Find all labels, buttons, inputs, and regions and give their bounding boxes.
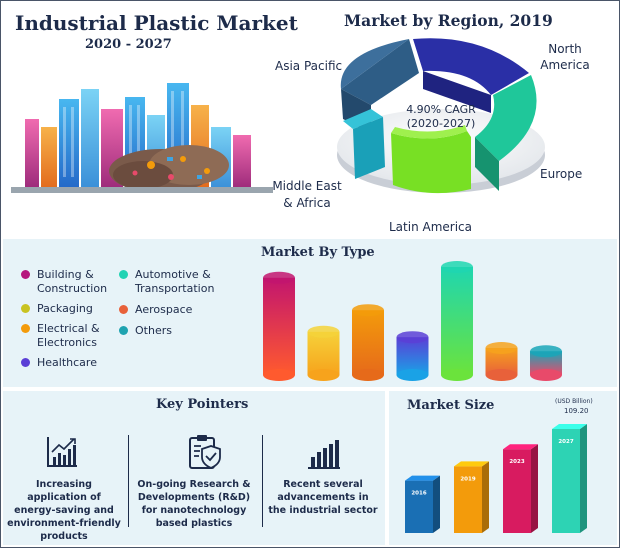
legend-label: Building & Construction	[37, 268, 108, 295]
market-size-title: Market Size	[407, 398, 495, 413]
legend-item-packaging: Packaging	[21, 302, 121, 316]
size-year-label: 2016	[411, 491, 426, 497]
key-pointer-text: On-going Research & Developments (R&D) f…	[137, 479, 251, 529]
type-chart-title: Market By Type	[261, 245, 375, 260]
legend-dot	[119, 270, 128, 279]
market-size-value: 109.20	[564, 407, 589, 415]
bar-chart-icon	[308, 440, 340, 469]
key-pointers-title: Key Pointers	[156, 397, 249, 412]
type-bar-automotive-transportation	[441, 261, 473, 381]
market-size-unit: (USD Billion)	[555, 398, 593, 405]
region-cagr-label: 4.90% CAGR	[406, 103, 476, 116]
size-bar-2019: 2019	[454, 461, 489, 533]
type-bar-others	[530, 345, 562, 381]
key-pointer-text: Recent several advancements in the indus…	[268, 479, 378, 516]
legend-item-aerospace: Aerospace	[119, 303, 219, 317]
legend-label: Aerospace	[135, 303, 193, 316]
size-bar-2027: 2027	[552, 424, 587, 533]
size-bar-2016: 2016	[405, 475, 440, 533]
period-subtitle: 2020 - 2027	[85, 37, 172, 52]
legend-item-healthcare: Healthcare	[21, 356, 121, 370]
region-label-europe: Europe	[540, 167, 583, 181]
legend-label: Healthcare	[37, 356, 97, 369]
page-title: Industrial Plastic Market	[15, 11, 298, 35]
legend-dot	[21, 324, 30, 333]
legend-label: Packaging	[37, 302, 93, 315]
legend-dot	[119, 305, 128, 314]
type-cylinder-chart	[263, 261, 562, 381]
legend-item-automotive-transportation: Automotive & Transportation	[119, 268, 229, 296]
bar-chart-trend-icon	[47, 437, 77, 467]
region-label-latin-america: Latin America	[389, 220, 472, 234]
legend-item-building-construction: Building & Construction	[21, 268, 121, 296]
type-bar-packaging	[307, 325, 340, 381]
legend-dot	[21, 270, 30, 279]
region-label-asia-pacific: Asia Pacific	[275, 59, 343, 73]
clipboard-shield-icon	[189, 435, 221, 469]
industry-city-illustration	[11, 83, 273, 193]
key-pointer-text: Increasing application of energy-saving …	[7, 479, 121, 542]
legend-item-electrical-electronics: Electrical & Electronics	[21, 322, 121, 350]
region-cagr-period: (2020-2027)	[407, 117, 476, 130]
type-bar-aerospace	[485, 342, 518, 381]
legend-label: Automotive & Transportation	[135, 268, 215, 295]
type-bar-healthcare	[396, 331, 429, 381]
size-year-label: 2023	[509, 459, 524, 465]
legend-dot	[21, 358, 30, 367]
market-size-chart: 2016 2019 2023 2027	[405, 424, 587, 533]
size-year-label: 2027	[558, 439, 573, 445]
region-label-north-america: North America	[540, 42, 590, 72]
key-pointer-divider	[262, 435, 263, 527]
region-label-middle-east-africa: Middle East & Africa	[272, 179, 342, 210]
legend-label: Electrical & Electronics	[37, 322, 100, 349]
legend-dot	[119, 326, 128, 335]
key-pointer-divider	[128, 435, 129, 527]
legend-item-others: Others	[119, 324, 219, 338]
region-donut-chart: 4.90% CAGR (2020-2027)	[337, 38, 545, 194]
size-bar-2023: 2023	[503, 444, 538, 533]
legend-dot	[21, 304, 30, 313]
size-year-label: 2019	[460, 476, 475, 482]
legend-label: Others	[135, 324, 172, 337]
type-bar-electrical-electronics	[352, 304, 384, 381]
region-chart-title: Market by Region, 2019	[344, 11, 553, 30]
type-bar-building-construction	[263, 271, 295, 381]
